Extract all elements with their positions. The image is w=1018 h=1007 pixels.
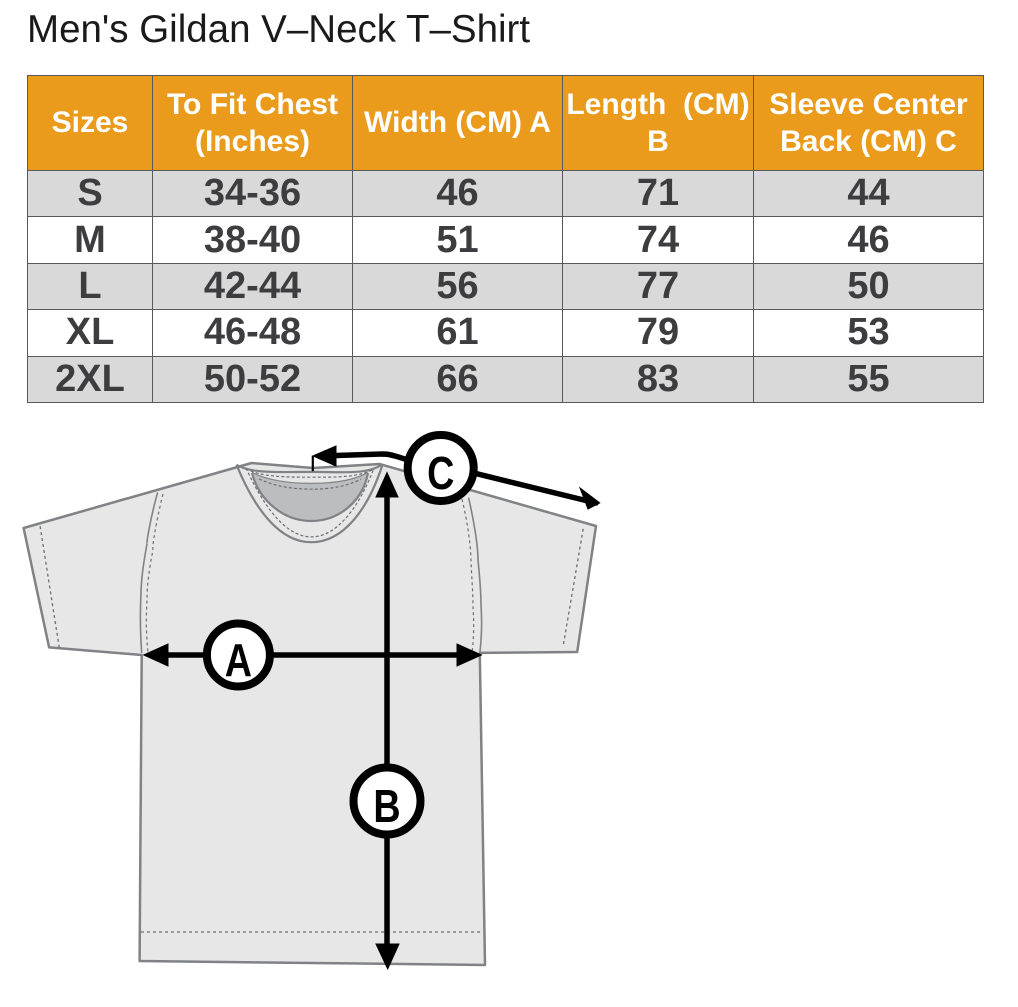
svg-text:A: A [225, 634, 252, 685]
svg-text:C: C [427, 447, 454, 498]
svg-text:B: B [373, 780, 400, 831]
